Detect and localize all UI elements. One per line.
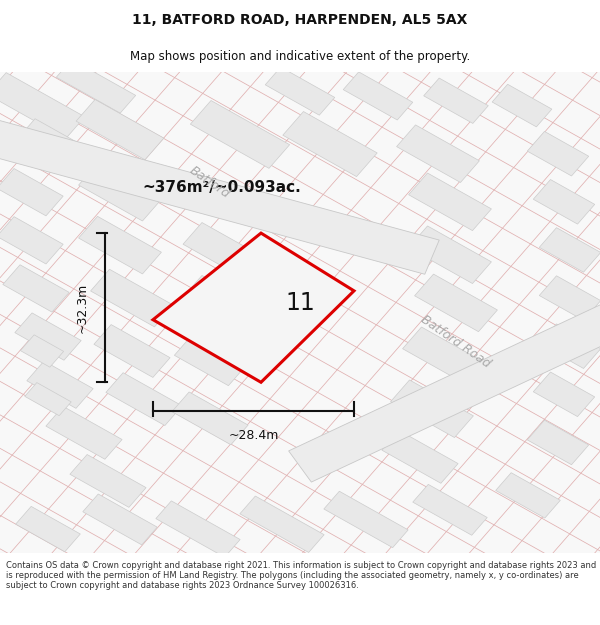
Polygon shape <box>46 406 122 459</box>
Polygon shape <box>16 506 80 552</box>
Polygon shape <box>20 335 64 367</box>
Polygon shape <box>343 72 413 120</box>
Polygon shape <box>492 84 552 127</box>
Text: 11, BATFORD ROAD, HARPENDEN, AL5 5AX: 11, BATFORD ROAD, HARPENDEN, AL5 5AX <box>133 13 467 27</box>
Polygon shape <box>533 179 595 224</box>
Polygon shape <box>527 131 589 176</box>
Text: Batford: Batford <box>187 164 233 201</box>
Polygon shape <box>175 336 245 386</box>
Text: Batford Road: Batford Road <box>419 312 493 370</box>
Polygon shape <box>16 119 104 179</box>
Polygon shape <box>106 372 182 426</box>
Polygon shape <box>409 226 491 284</box>
Polygon shape <box>265 67 335 115</box>
Polygon shape <box>94 324 170 378</box>
Polygon shape <box>91 269 173 327</box>
Polygon shape <box>3 265 69 312</box>
Polygon shape <box>324 491 408 548</box>
Polygon shape <box>424 78 488 123</box>
Polygon shape <box>533 372 595 417</box>
Text: ~376m²/~0.093ac.: ~376m²/~0.093ac. <box>143 180 301 195</box>
Polygon shape <box>190 101 290 168</box>
Polygon shape <box>415 274 497 332</box>
Polygon shape <box>539 324 600 369</box>
Polygon shape <box>79 216 161 274</box>
Polygon shape <box>183 276 261 330</box>
Polygon shape <box>0 217 63 264</box>
Polygon shape <box>413 484 487 535</box>
Polygon shape <box>27 361 93 408</box>
Polygon shape <box>283 111 377 177</box>
Polygon shape <box>409 173 491 231</box>
Text: 11: 11 <box>285 291 315 315</box>
Text: Map shows position and indicative extent of the property.: Map shows position and indicative extent… <box>130 49 470 62</box>
Polygon shape <box>527 420 589 465</box>
Polygon shape <box>382 431 458 483</box>
Polygon shape <box>397 125 479 182</box>
Polygon shape <box>25 382 71 416</box>
Polygon shape <box>70 454 146 508</box>
Text: ~28.4m: ~28.4m <box>229 429 278 442</box>
Polygon shape <box>156 501 240 558</box>
Polygon shape <box>0 72 85 139</box>
Polygon shape <box>76 99 164 160</box>
Polygon shape <box>403 327 485 384</box>
Polygon shape <box>391 380 473 438</box>
Polygon shape <box>183 222 261 278</box>
Text: Contains OS data © Crown copyright and database right 2021. This information is : Contains OS data © Crown copyright and d… <box>6 561 596 591</box>
Polygon shape <box>539 228 600 272</box>
Polygon shape <box>79 163 161 221</box>
Polygon shape <box>83 494 157 545</box>
Polygon shape <box>496 472 560 518</box>
Polygon shape <box>15 313 81 360</box>
Polygon shape <box>0 98 439 274</box>
Polygon shape <box>539 276 600 321</box>
Polygon shape <box>289 268 600 482</box>
Polygon shape <box>153 233 354 382</box>
Text: ~32.3m: ~32.3m <box>76 282 89 332</box>
Polygon shape <box>56 59 136 113</box>
Polygon shape <box>0 169 63 216</box>
Polygon shape <box>172 392 248 445</box>
Polygon shape <box>240 496 324 552</box>
